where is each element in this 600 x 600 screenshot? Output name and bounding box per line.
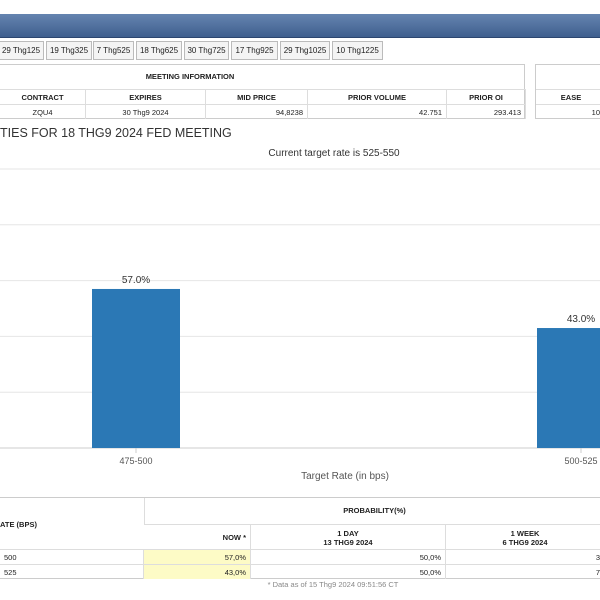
data-label: 43.0% (567, 314, 595, 325)
column-header: 1 DAY 13 THG9 2024 (251, 524, 446, 549)
cell: 42.751 (308, 104, 447, 119)
column-header: ATE (BPS) (0, 520, 37, 529)
column-header: NOW * (144, 524, 251, 549)
tab[interactable]: 17 Thg925 (231, 41, 278, 60)
header-line: NOW * (222, 533, 246, 542)
header-line: 6 THG9 2024 (502, 538, 548, 547)
chart-title: TIES FOR 18 THG9 2024 FED MEETING (0, 126, 232, 140)
column-header: PRIOR OI (447, 89, 526, 104)
cell: 30 Thg9 2024 (86, 104, 206, 119)
x-axis-title: Target Rate (in bps) (301, 471, 389, 482)
tab[interactable]: 10 Thg1225 (332, 41, 383, 60)
cell: 43,0% (144, 564, 251, 579)
chart-subtitle: Current target rate is 525-550 (268, 148, 400, 159)
group-header: PROBABILITY(%) (144, 498, 600, 524)
cell: 500 (0, 549, 144, 564)
cell: 94,8238 (206, 104, 308, 119)
x-tick-label: 475-500 (119, 456, 152, 466)
header-bar (0, 14, 600, 38)
tab[interactable]: 18 Thg625 (136, 41, 182, 60)
chart: TIES FOR 18 THG9 2024 FED MEETING Curren… (0, 126, 600, 482)
header-line: 13 THG9 2024 (323, 538, 373, 547)
cell: ZQU4 (0, 104, 86, 119)
cell: 3 (446, 549, 600, 564)
cell: 50,0% (251, 564, 446, 579)
cell: 10 (536, 104, 600, 119)
cell: 293.413 (447, 104, 526, 119)
column-header: 1 WEEK 6 THG9 2024 (446, 524, 600, 549)
bar (537, 328, 600, 448)
meeting-table: MEETING INFORMATION CONTRACT ZQU4 EXPIRES 3… (0, 64, 526, 119)
cell: 57,0% (144, 549, 251, 564)
tab[interactable]: 29 Thg1025 (280, 41, 330, 60)
bar (92, 288, 180, 448)
x-tick-label: 500-525 (564, 456, 597, 466)
probability-table: ATE (BPS) PROBABILITY(%) NOW * 1 DAY 13 TH… (0, 497, 600, 579)
header-line: 1 DAY (337, 529, 359, 538)
data-label: 57.0% (122, 275, 150, 286)
cell: 7 (446, 564, 600, 579)
tab[interactable]: 29 Thg125 (0, 41, 44, 60)
tab[interactable]: 19 Thg325 (46, 41, 92, 60)
column-header: EXPIRES (86, 89, 206, 104)
column-header: CONTRACT (0, 89, 86, 104)
header-line: 1 WEEK (510, 529, 540, 538)
cell: 525 (0, 564, 144, 579)
column-header: MID PRICE (206, 89, 308, 104)
cell: 50,0% (251, 549, 446, 564)
column-header: PRIOR VOLUME (308, 89, 447, 104)
table-title: MEETING INFORMATION (145, 72, 235, 81)
column-header: EASE (536, 89, 600, 104)
tab[interactable]: 30 Thg725 (184, 41, 229, 60)
footnote: * Data as of 15 Thg9 2024 09:51:56 CT (267, 580, 399, 589)
side-table: EASE 10 (535, 64, 600, 119)
tab[interactable]: 7 Thg525 (93, 41, 134, 60)
